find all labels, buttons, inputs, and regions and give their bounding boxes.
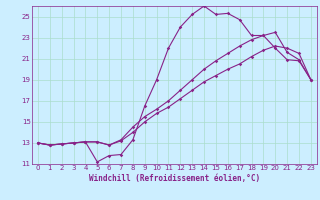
X-axis label: Windchill (Refroidissement éolien,°C): Windchill (Refroidissement éolien,°C) [89,174,260,183]
